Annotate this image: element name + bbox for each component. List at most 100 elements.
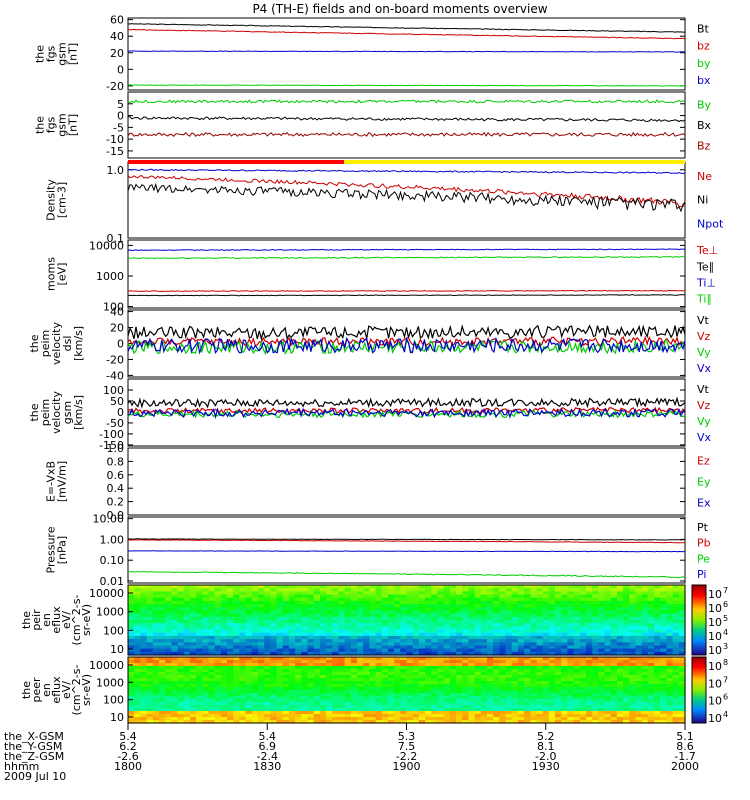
spectrogram-cell <box>524 607 531 612</box>
spectrogram-cell <box>530 669 538 673</box>
spectrogram-cell <box>227 702 234 706</box>
spectrogram-cell <box>146 705 154 709</box>
spectrogram-cell <box>319 714 327 718</box>
spectrogram-cell <box>561 632 568 637</box>
spectrogram-cell <box>350 705 358 709</box>
spectrogram-cell <box>641 613 649 618</box>
spectrogram-cell <box>449 669 457 673</box>
spectrogram-cell <box>270 594 278 599</box>
spectrogram-cell <box>332 684 339 688</box>
spectrogram-cell <box>592 651 599 656</box>
spectrogram-cell <box>282 620 290 624</box>
spectrogram-cell <box>196 690 203 694</box>
spectrogram-cell <box>586 699 593 703</box>
spectrogram-cell <box>387 702 395 706</box>
spectrogram-cell <box>610 717 618 721</box>
spectrogram-cell <box>227 690 234 694</box>
spectrogram-cell <box>412 705 420 709</box>
spectrogram-cell <box>604 714 612 718</box>
spectrogram-cell <box>561 708 568 712</box>
spectrogram-cell <box>678 666 686 670</box>
spectrogram-cell <box>134 663 141 667</box>
spectrogram-cell <box>189 626 197 631</box>
spectrogram-cell <box>678 657 686 661</box>
spectrogram-cell <box>555 597 562 602</box>
spectrogram-cell <box>146 660 154 664</box>
spectrogram-cell <box>511 717 519 721</box>
spectrogram-cell <box>350 629 358 634</box>
spectrogram-cell <box>474 693 482 697</box>
spectrogram-cell <box>387 613 395 618</box>
spectrogram-cell <box>629 711 637 715</box>
spectrogram-cell <box>610 600 618 605</box>
spectrogram-cell <box>468 678 476 682</box>
spectrogram-cell <box>270 693 278 697</box>
colorbar-label: 10 <box>708 630 722 643</box>
spectrogram-cell <box>462 690 469 694</box>
spectrogram-cell <box>276 681 284 685</box>
spectrogram-cell <box>647 610 655 615</box>
spectrogram-cell <box>171 699 179 703</box>
spectrogram-cell <box>326 629 333 634</box>
spectrogram-cell <box>672 635 680 640</box>
spectrogram-cell <box>258 648 265 653</box>
spectrogram-cell <box>678 620 686 624</box>
spectrogram-cell <box>561 648 568 653</box>
spectrogram-cell <box>350 657 358 661</box>
spectrogram-cell <box>474 690 482 694</box>
spectrogram-cell <box>456 690 463 694</box>
x-tick-label: 1930 <box>532 760 560 773</box>
spectrogram-cell <box>307 696 315 700</box>
spectrogram-cell <box>258 714 265 718</box>
spectrogram-cell <box>598 714 606 718</box>
spectrogram-cell <box>493 663 500 667</box>
spectrogram-cell <box>480 684 488 688</box>
spectrogram-cell <box>598 639 606 643</box>
spectrogram-cell <box>394 702 401 706</box>
spectrogram-cell <box>517 684 525 688</box>
spectrogram-cell <box>319 588 327 592</box>
spectrogram-cell <box>548 642 556 647</box>
spectrogram-cell <box>134 666 141 670</box>
spectrogram-cell <box>530 607 538 612</box>
spectrogram-cell <box>586 696 593 700</box>
spectrogram-cell <box>678 708 686 712</box>
spectrogram-cell <box>418 591 426 596</box>
spectrogram-cell <box>505 687 513 691</box>
spectrogram-cell <box>604 635 612 640</box>
spectrogram-cell <box>456 717 463 721</box>
spectrogram-cell <box>233 720 240 724</box>
spectrogram-cell <box>220 717 228 721</box>
spectrogram-cell <box>264 645 271 650</box>
spectrogram-cell <box>375 591 383 596</box>
spectrogram-cell <box>202 648 210 653</box>
spectrogram-cell <box>660 705 667 709</box>
spectrogram-cell <box>431 642 439 647</box>
spectrogram-cell <box>183 648 191 653</box>
spectrogram-cell <box>183 693 191 697</box>
spectrogram-cell <box>158 669 166 673</box>
spectrogram-cell <box>183 663 191 667</box>
spectrogram-cell <box>282 613 290 618</box>
spectrogram-cell <box>406 585 414 589</box>
spectrogram-cell <box>536 699 544 703</box>
spectrogram-cell <box>647 708 655 712</box>
spectrogram-cell <box>183 642 191 647</box>
spectrogram-cell <box>536 632 544 637</box>
y-axis-label: moms[eV] <box>45 257 69 291</box>
spectrogram-cell <box>313 600 321 605</box>
spectrogram-cell <box>443 591 451 596</box>
spectrogram-cell <box>487 663 494 667</box>
spectrogram-cell <box>542 708 550 712</box>
spectrogram-cell <box>499 687 507 691</box>
spectrogram-cell <box>641 623 649 627</box>
spectrogram-cell <box>641 607 649 612</box>
spectrogram-cell <box>493 681 500 685</box>
spectrogram-cell <box>338 623 346 627</box>
spectrogram-cell <box>369 681 377 685</box>
spectrogram-cell <box>400 626 408 631</box>
spectrogram-cell <box>487 588 494 592</box>
spectrogram-cell <box>567 623 575 627</box>
spectrogram-cell <box>542 632 550 637</box>
spectrogram-cell <box>462 604 469 608</box>
